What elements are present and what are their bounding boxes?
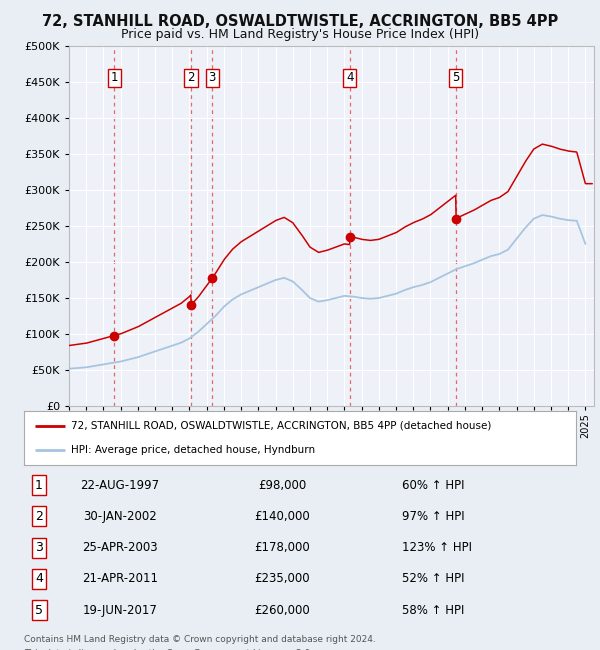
Text: 1: 1: [110, 72, 118, 84]
Text: 2: 2: [187, 72, 194, 84]
Text: £178,000: £178,000: [254, 541, 310, 554]
Text: £235,000: £235,000: [254, 573, 310, 585]
Text: 3: 3: [35, 541, 43, 554]
Text: 97% ↑ HPI: 97% ↑ HPI: [402, 510, 464, 523]
Text: 3: 3: [209, 72, 216, 84]
Text: 2: 2: [35, 510, 43, 523]
Text: 4: 4: [346, 72, 353, 84]
Text: 21-APR-2011: 21-APR-2011: [82, 573, 158, 585]
Text: This data is licensed under the Open Government Licence v3.0.: This data is licensed under the Open Gov…: [24, 649, 313, 650]
Text: 19-JUN-2017: 19-JUN-2017: [83, 603, 157, 616]
Text: £260,000: £260,000: [254, 603, 310, 616]
Text: 30-JAN-2002: 30-JAN-2002: [83, 510, 157, 523]
Text: 25-APR-2003: 25-APR-2003: [82, 541, 158, 554]
Text: £140,000: £140,000: [254, 510, 310, 523]
Text: 5: 5: [35, 603, 43, 616]
Text: HPI: Average price, detached house, Hyndburn: HPI: Average price, detached house, Hynd…: [71, 445, 315, 456]
Text: Price paid vs. HM Land Registry's House Price Index (HPI): Price paid vs. HM Land Registry's House …: [121, 28, 479, 41]
Text: 72, STANHILL ROAD, OSWALDTWISTLE, ACCRINGTON, BB5 4PP (detached house): 72, STANHILL ROAD, OSWALDTWISTLE, ACCRIN…: [71, 421, 491, 431]
Text: Contains HM Land Registry data © Crown copyright and database right 2024.: Contains HM Land Registry data © Crown c…: [24, 635, 376, 644]
Text: 4: 4: [35, 573, 43, 585]
Text: 5: 5: [452, 72, 460, 84]
Text: 60% ↑ HPI: 60% ↑ HPI: [402, 478, 464, 491]
Text: 1: 1: [35, 478, 43, 491]
Text: 72, STANHILL ROAD, OSWALDTWISTLE, ACCRINGTON, BB5 4PP: 72, STANHILL ROAD, OSWALDTWISTLE, ACCRIN…: [42, 14, 558, 29]
Text: £98,000: £98,000: [258, 478, 306, 491]
Text: 123% ↑ HPI: 123% ↑ HPI: [402, 541, 472, 554]
Text: 52% ↑ HPI: 52% ↑ HPI: [402, 573, 464, 585]
Text: 58% ↑ HPI: 58% ↑ HPI: [402, 603, 464, 616]
Text: 22-AUG-1997: 22-AUG-1997: [80, 478, 160, 491]
